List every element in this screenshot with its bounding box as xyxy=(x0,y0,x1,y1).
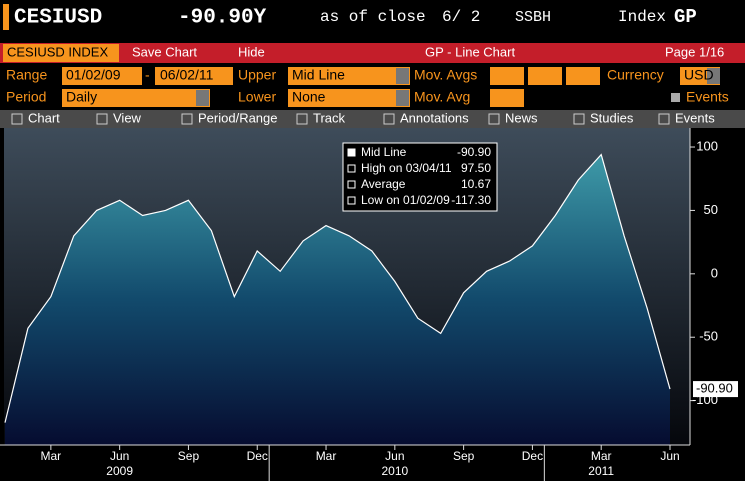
end-field[interactable] xyxy=(155,67,233,85)
toolbar-button[interactable]: Track xyxy=(313,110,346,125)
info-value: -117.30 xyxy=(451,193,491,207)
currency: USD xyxy=(684,67,714,83)
toolbar-button[interactable]: Annotations xyxy=(400,110,469,125)
x-tick-label: Mar xyxy=(316,449,337,463)
ma-field[interactable] xyxy=(490,67,524,85)
last-value-tag xyxy=(693,381,738,398)
info-marker xyxy=(347,148,356,157)
x-tick-label: Sep xyxy=(178,449,200,463)
function-title: GP - Line Chart xyxy=(425,44,515,59)
header-flag xyxy=(3,4,9,30)
ma-field[interactable] xyxy=(490,89,524,107)
line xyxy=(4,153,671,423)
mov-avg-label: Mov. Avg xyxy=(414,89,470,105)
upper-value: Mid Line xyxy=(292,67,345,83)
x-tick-label: Mar xyxy=(41,449,62,463)
toolbar-icon xyxy=(296,113,308,125)
dropdown[interactable] xyxy=(707,68,720,84)
last-price: -90.90Y xyxy=(178,7,267,30)
x-tick-label: Dec xyxy=(522,449,543,463)
info-box xyxy=(342,142,498,212)
range-label: Range xyxy=(6,67,47,83)
page-number: Page 1/16 xyxy=(665,44,724,59)
toolbar-icon xyxy=(96,113,108,125)
as-of: as of close xyxy=(320,8,426,26)
upper-label: Upper xyxy=(238,67,276,83)
ticker: CESIUSD xyxy=(14,7,102,30)
x-tick-label: Jun xyxy=(660,449,679,463)
ma-field[interactable] xyxy=(566,67,600,85)
ma-field[interactable] xyxy=(528,67,562,85)
year-label: 2009 xyxy=(106,464,133,478)
security: CESIUSD INDEX xyxy=(7,44,108,59)
checkbox[interactable] xyxy=(671,93,680,102)
title-bar xyxy=(0,43,745,63)
toolbar-icon xyxy=(11,113,23,125)
y-tick-label: 50 xyxy=(704,202,718,217)
dropdown[interactable] xyxy=(396,90,409,106)
end-date: 06/02/11 xyxy=(160,67,214,83)
x-tick-label: Dec xyxy=(247,449,268,463)
info-label: High on 03/04/11 xyxy=(361,161,452,175)
last-value-label: -90.90 xyxy=(696,381,733,396)
info-marker xyxy=(347,196,356,205)
toolbar-button[interactable]: News xyxy=(505,110,538,125)
save-chart[interactable]: Save Chart xyxy=(132,44,197,59)
x-tick-label: Sep xyxy=(453,449,475,463)
x-tick-label: Mar xyxy=(591,449,612,463)
toolbar-icon xyxy=(488,113,500,125)
period: Daily xyxy=(66,89,97,105)
date: 6/ 2 xyxy=(442,8,480,26)
y-tick-label: 100 xyxy=(696,138,718,153)
toolbar-icon xyxy=(573,113,585,125)
start-date: 01/02/09 xyxy=(66,67,121,83)
dropdown[interactable] xyxy=(196,90,209,106)
security-button[interactable] xyxy=(3,44,119,62)
toolbar-icon xyxy=(658,113,670,125)
toolbar-button[interactable]: Events xyxy=(675,110,715,125)
year-label: 2010 xyxy=(381,464,408,478)
lower-value: None xyxy=(292,89,326,105)
source: SSBH xyxy=(515,9,551,26)
x-tick-label: Jun xyxy=(110,449,129,463)
toolbar-button[interactable]: Chart xyxy=(28,110,60,125)
x-tick-label: Jun xyxy=(385,449,404,463)
info-label: Mid Line xyxy=(361,145,407,159)
toolbar-button[interactable]: Period/Range xyxy=(198,110,278,125)
info-marker xyxy=(347,180,356,189)
range-dash: - xyxy=(145,67,150,83)
toolbar-button[interactable]: View xyxy=(113,110,142,125)
info-value: -90.90 xyxy=(457,145,491,159)
asset-class: Index xyxy=(618,8,666,26)
start-field[interactable] xyxy=(62,67,142,85)
toolbar-icon xyxy=(181,113,193,125)
lower-label: Lower xyxy=(238,89,276,105)
mov-avgs-label: Mov. Avgs xyxy=(414,67,477,83)
info-label: Average xyxy=(361,177,406,191)
dropdown[interactable] xyxy=(396,68,409,84)
function: GP xyxy=(674,6,697,28)
info-value: 10.67 xyxy=(461,177,491,191)
y-tick-label: 0 xyxy=(711,265,718,280)
info-value: 97.50 xyxy=(461,161,491,175)
lower-field[interactable] xyxy=(288,89,410,107)
events-label: Events xyxy=(686,89,729,105)
toolbar-button[interactable]: Studies xyxy=(590,110,634,125)
area xyxy=(5,154,670,445)
upper-field[interactable] xyxy=(288,67,410,85)
currency-label: Currency xyxy=(607,67,664,83)
toolbar-icon xyxy=(383,113,395,125)
hide[interactable]: Hide xyxy=(238,44,265,59)
info-label: Low on 01/02/09 xyxy=(361,193,450,207)
y-tick-label: -50 xyxy=(699,329,718,344)
year-label: 2011 xyxy=(588,464,614,478)
info-marker xyxy=(347,164,356,173)
period-label: Period xyxy=(6,89,46,105)
period-field[interactable] xyxy=(62,89,210,107)
